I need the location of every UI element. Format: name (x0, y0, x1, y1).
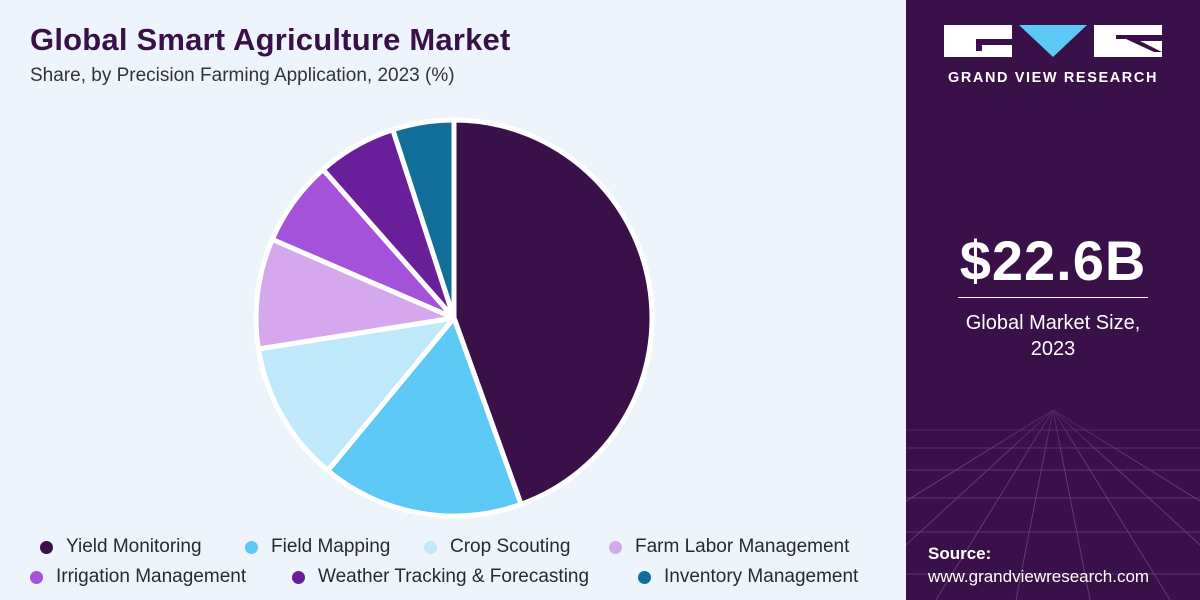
legend-swatch (245, 540, 258, 554)
legend-label: Yield Monitoring (66, 536, 202, 557)
brand-name: GRAND VIEW RESEARCH (947, 70, 1159, 86)
brand-logo-mark (944, 25, 1162, 57)
legend-item: Irrigation Management (30, 566, 246, 588)
legend-label: Crop Scouting (450, 536, 571, 557)
info-sidebar: GRAND VIEW RESEARCH $22.6B Global Market… (906, 0, 1200, 600)
market-size-value: $22.6B (959, 229, 1147, 292)
legend-swatch (40, 540, 53, 554)
legend-item: Yield Monitoring (40, 536, 202, 558)
market-size-label-line1: Global Market Size, (965, 312, 1141, 334)
pie-slice-field-mapping (325, 315, 524, 519)
pie-chart (253, 117, 655, 519)
market-size-label: Global Market Size, 2023 (906, 310, 1200, 362)
legend-label: Inventory Management (664, 566, 859, 587)
legend-swatch (292, 570, 305, 584)
legend-item: Crop Scouting (424, 536, 570, 558)
legend-swatch (424, 540, 437, 554)
pie-slice-farm-labor-management (253, 236, 457, 352)
chart-subtitle: Share, by Precision Farming Application,… (30, 65, 455, 86)
legend-swatch (609, 540, 622, 554)
legend-label: Irrigation Management (56, 566, 247, 587)
market-size-label-line2: 2023 (1030, 338, 1076, 360)
pie-slice-crop-scouting (255, 315, 457, 474)
legend-label: Weather Tracking & Forecasting (318, 566, 590, 587)
legend-item: Weather Tracking & Forecasting (292, 566, 589, 588)
chart-panel: Global Smart Agriculture Market Share, b… (0, 22, 906, 600)
legend-item: Inventory Management (638, 566, 858, 588)
legend-item: Field Mapping (245, 536, 390, 558)
pie-slice-yield-monitoring (451, 117, 655, 507)
legend-item: Farm Labor Management (609, 536, 849, 558)
grid-floor-graphic (906, 370, 1200, 600)
source-link[interactable]: www.grandviewresearch.com (928, 567, 1150, 586)
divider (958, 297, 1148, 298)
legend-swatch (30, 570, 43, 584)
chart-legend: Yield Monitoring Field Mapping Crop Scouti… (0, 530, 906, 600)
legend-label: Field Mapping (271, 536, 391, 557)
legend-label: Farm Labor Management (635, 536, 850, 557)
pie-slice-inventory-management (390, 117, 457, 321)
brand-logo: GRAND VIEW RESEARCH (944, 22, 1162, 86)
source-label: Source: (928, 544, 992, 563)
chart-title: Global Smart Agriculture Market (30, 22, 511, 57)
legend-swatch (638, 570, 651, 584)
